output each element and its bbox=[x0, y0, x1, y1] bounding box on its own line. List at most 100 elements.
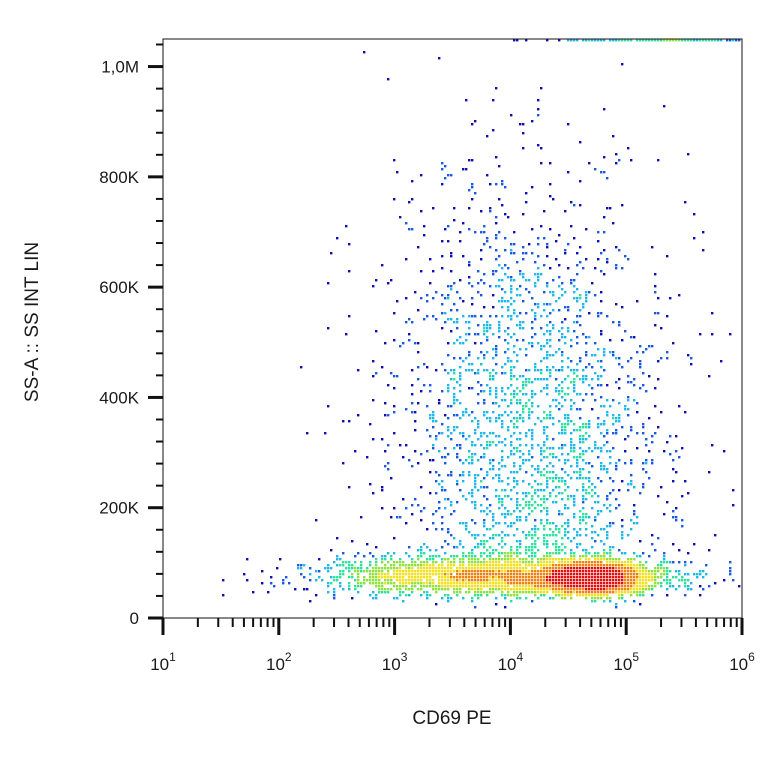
density-dot bbox=[627, 567, 630, 570]
density-dot bbox=[456, 321, 459, 324]
density-dot bbox=[507, 327, 510, 330]
density-dot bbox=[567, 474, 570, 477]
density-dot bbox=[543, 210, 546, 213]
density-dot bbox=[603, 543, 606, 546]
density-dot bbox=[531, 342, 534, 345]
density-dot bbox=[516, 471, 519, 474]
density-dot bbox=[489, 468, 492, 471]
density-dot bbox=[612, 423, 615, 426]
density-dot bbox=[411, 228, 414, 231]
density-dot bbox=[636, 588, 639, 591]
density-dot bbox=[534, 582, 537, 585]
density-dot bbox=[576, 594, 579, 597]
density-dot bbox=[564, 489, 567, 492]
density-dot bbox=[459, 231, 462, 234]
density-dot bbox=[327, 591, 330, 594]
density-dot bbox=[552, 564, 555, 567]
density-dot bbox=[468, 327, 471, 330]
density-dot bbox=[420, 588, 423, 591]
density-dot bbox=[570, 582, 573, 585]
density-dot bbox=[645, 561, 648, 564]
density-dot bbox=[513, 417, 516, 420]
density-dot bbox=[387, 468, 390, 471]
density-dot bbox=[606, 261, 609, 264]
density-dot bbox=[549, 333, 552, 336]
density-dot bbox=[648, 573, 651, 576]
density-dot bbox=[702, 576, 705, 579]
density-dot bbox=[441, 486, 444, 489]
density-dot bbox=[621, 573, 624, 576]
density-dot bbox=[516, 561, 519, 564]
density-dot bbox=[450, 597, 453, 600]
density-dot bbox=[534, 570, 537, 573]
density-dot bbox=[594, 555, 597, 558]
density-dot bbox=[483, 357, 486, 360]
density-dot bbox=[474, 453, 477, 456]
density-dot bbox=[600, 39, 603, 42]
density-dot bbox=[507, 477, 510, 480]
density-dot bbox=[627, 396, 630, 399]
density-dot bbox=[549, 228, 552, 231]
density-dot bbox=[453, 372, 456, 375]
density-dot bbox=[537, 588, 540, 591]
density-dot bbox=[552, 489, 555, 492]
density-dot bbox=[483, 567, 486, 570]
density-dot bbox=[699, 594, 702, 597]
density-dot bbox=[288, 582, 291, 585]
density-dot bbox=[537, 267, 540, 270]
density-dot bbox=[453, 369, 456, 372]
density-dot bbox=[555, 486, 558, 489]
density-dot bbox=[405, 444, 408, 447]
density-dot bbox=[615, 561, 618, 564]
density-dot bbox=[564, 291, 567, 294]
density-dot bbox=[384, 465, 387, 468]
density-dot bbox=[552, 294, 555, 297]
density-dot bbox=[690, 582, 693, 585]
density-dot bbox=[327, 570, 330, 573]
density-dot bbox=[531, 438, 534, 441]
density-dot bbox=[390, 564, 393, 567]
density-dot bbox=[486, 441, 489, 444]
density-dot bbox=[687, 552, 690, 555]
density-dot bbox=[426, 450, 429, 453]
density-dot bbox=[693, 237, 696, 240]
density-dot bbox=[540, 273, 543, 276]
density-dot bbox=[450, 288, 453, 291]
density-dot bbox=[594, 501, 597, 504]
density-dot bbox=[483, 576, 486, 579]
density-dot bbox=[495, 522, 498, 525]
density-dot bbox=[627, 564, 630, 567]
density-dot bbox=[390, 579, 393, 582]
density-dot bbox=[513, 558, 516, 561]
density-dot bbox=[597, 534, 600, 537]
density-dot bbox=[576, 567, 579, 570]
density-dot bbox=[492, 585, 495, 588]
density-dot bbox=[615, 246, 618, 249]
density-dot bbox=[531, 327, 534, 330]
density-dot bbox=[483, 225, 486, 228]
density-dot bbox=[666, 582, 669, 585]
density-dot bbox=[564, 480, 567, 483]
density-dot bbox=[660, 486, 663, 489]
density-dot bbox=[636, 564, 639, 567]
density-dot bbox=[546, 315, 549, 318]
density-dot bbox=[585, 375, 588, 378]
density-dot bbox=[558, 309, 561, 312]
density-dot bbox=[645, 462, 648, 465]
density-dot bbox=[561, 321, 564, 324]
density-dot bbox=[516, 498, 519, 501]
density-dot bbox=[438, 507, 441, 510]
density-dot bbox=[402, 576, 405, 579]
density-dot bbox=[639, 591, 642, 594]
density-dot bbox=[375, 330, 378, 333]
density-dot bbox=[609, 579, 612, 582]
density-dot bbox=[519, 390, 522, 393]
density-dot bbox=[396, 570, 399, 573]
density-dot bbox=[519, 579, 522, 582]
density-dot bbox=[483, 333, 486, 336]
density-dot bbox=[471, 582, 474, 585]
density-dot bbox=[468, 261, 471, 264]
density-dot bbox=[327, 585, 330, 588]
density-dot bbox=[600, 465, 603, 468]
density-dot bbox=[504, 399, 507, 402]
